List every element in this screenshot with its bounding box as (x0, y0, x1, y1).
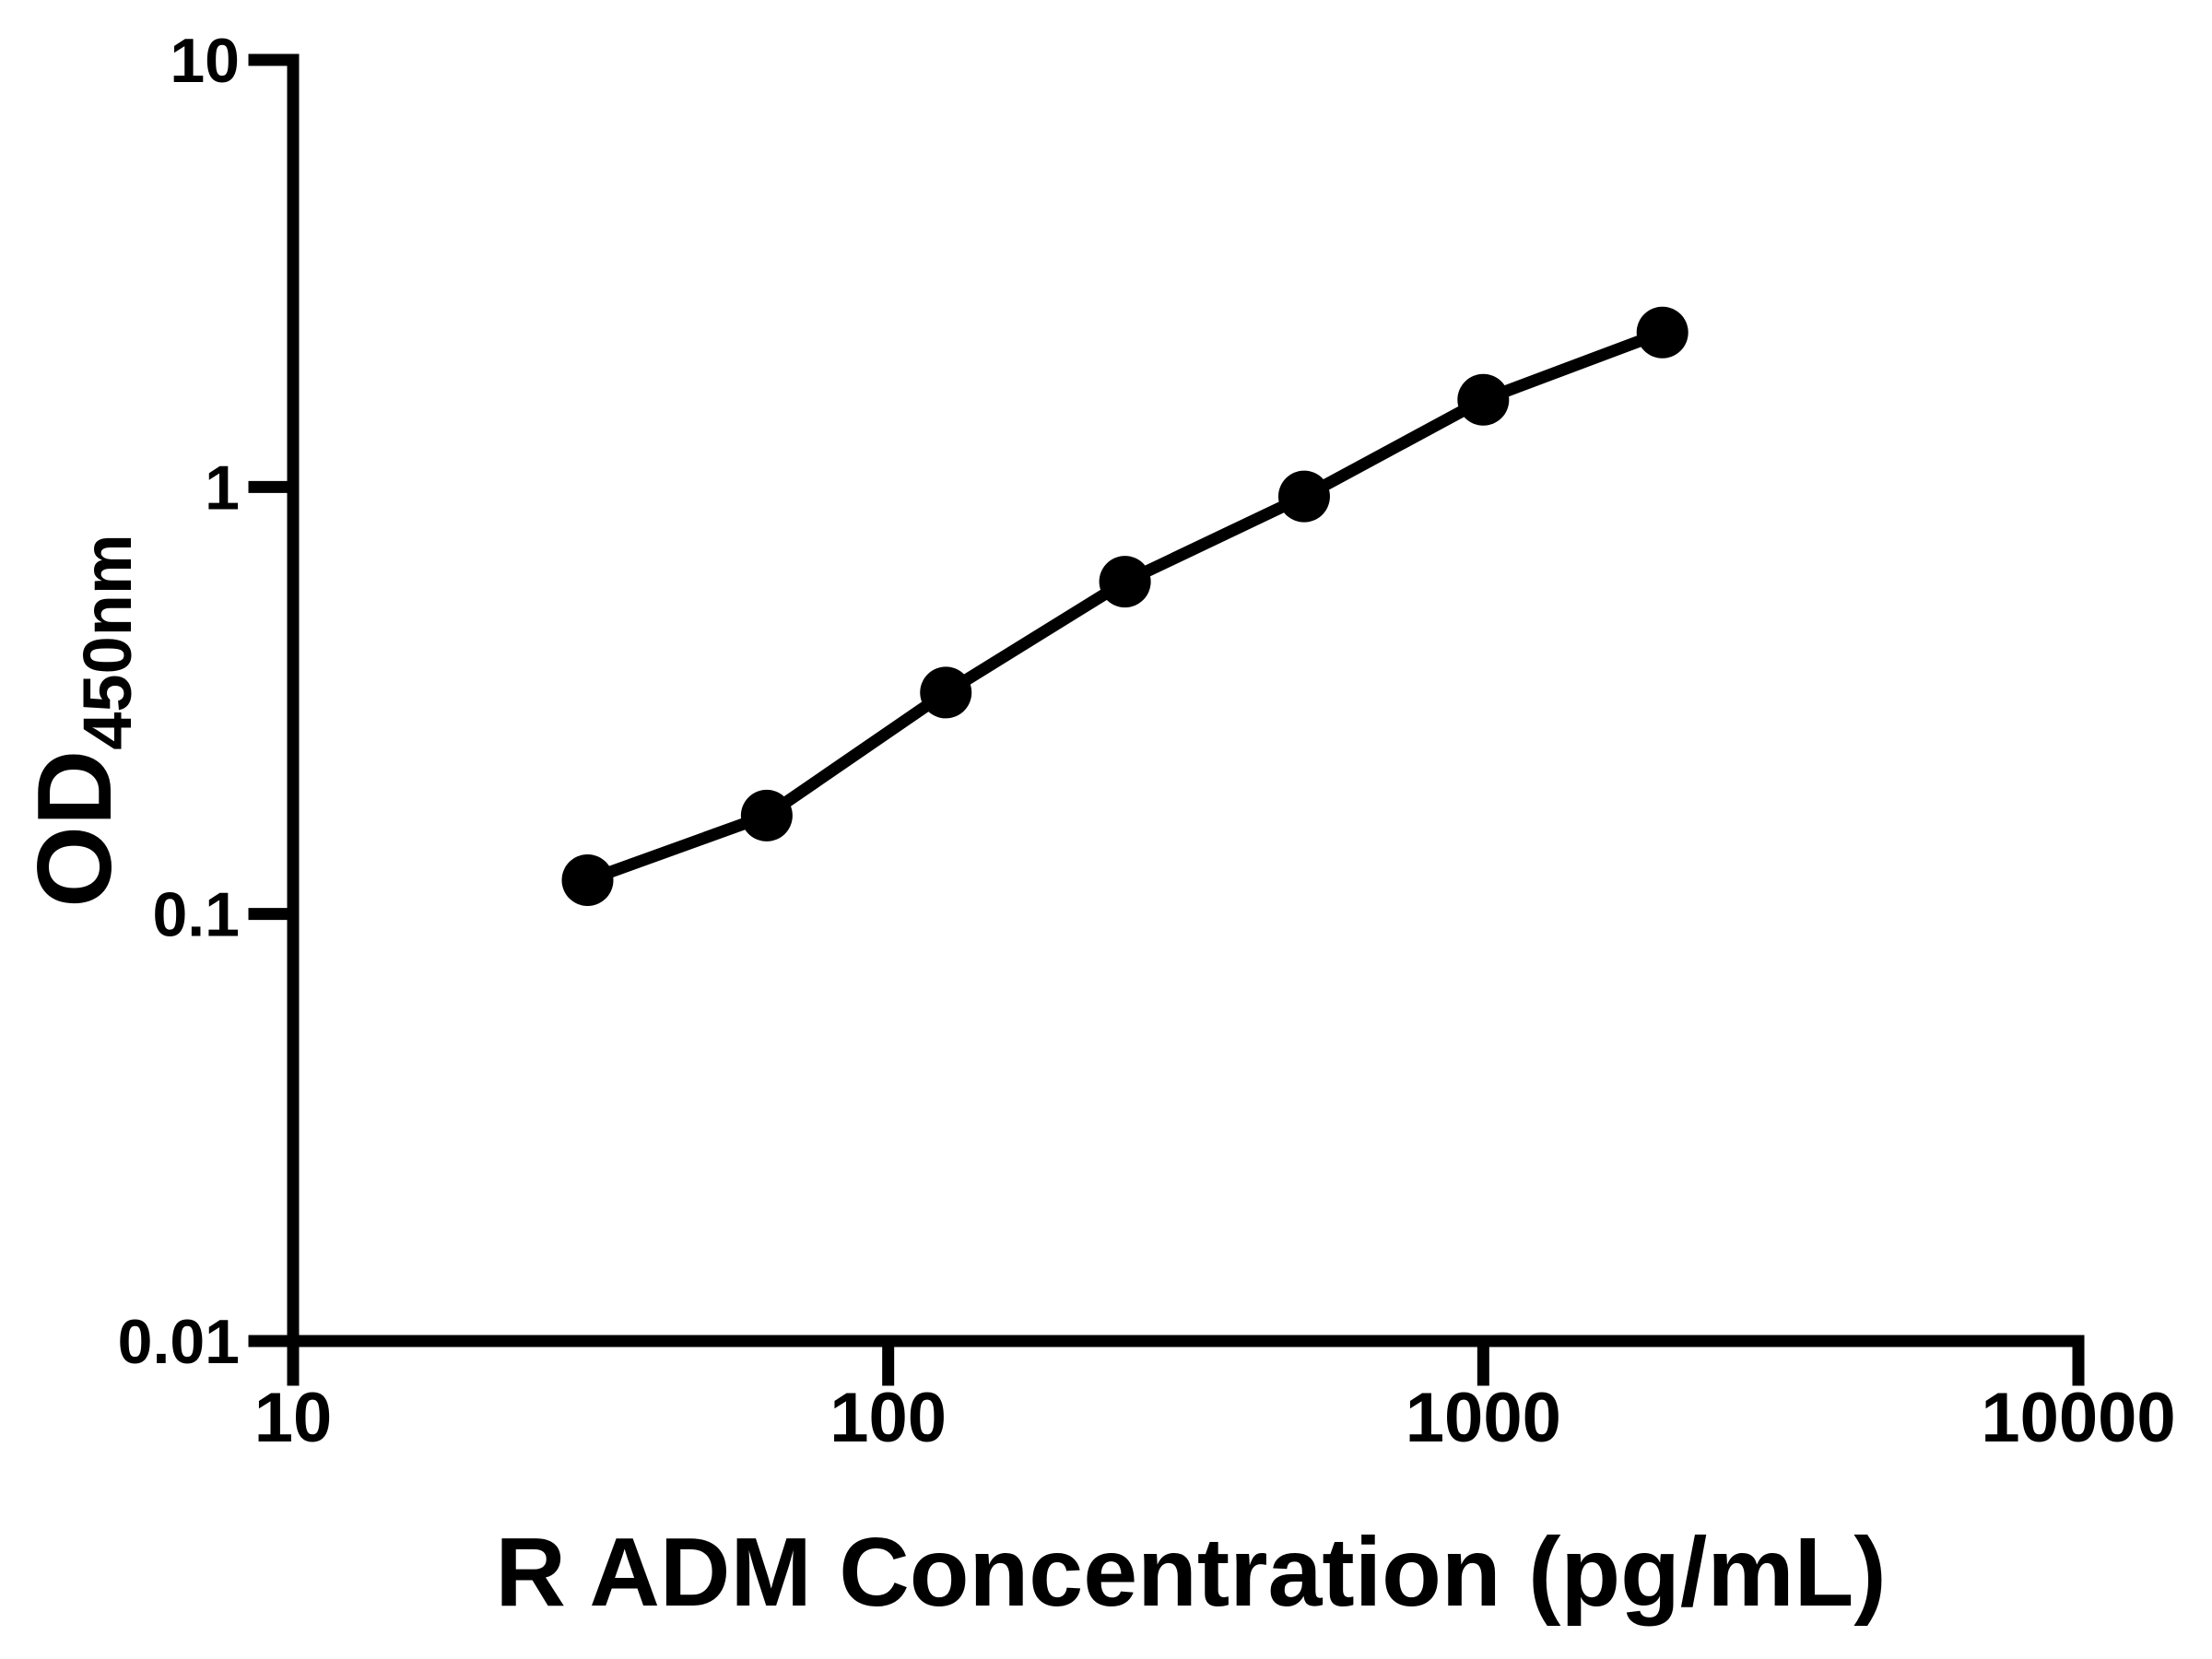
y-tick-label: 0.1 (152, 880, 240, 950)
y-tick-label: 1 (205, 453, 240, 523)
data-point-marker (561, 853, 614, 906)
x-axis-title: R ADM Concentration (pg/mL) (495, 1518, 1886, 1627)
data-point-marker (1099, 556, 1151, 608)
axes-and-tick-marks (248, 53, 2085, 1386)
x-tick-label: 10000 (1981, 1379, 2175, 1457)
y-tick-label: 0.01 (118, 1307, 240, 1377)
x-tick-label: 100 (830, 1379, 947, 1457)
y-axis-title-subscript: 450nm (69, 534, 146, 749)
y-axis-title: OD450nm (17, 534, 146, 907)
x-tick-label: 10 (254, 1379, 333, 1457)
data-point-marker (1457, 373, 1510, 426)
data-point-marker (1277, 470, 1330, 523)
data-point-marker (1636, 306, 1688, 359)
data-point-marker (920, 666, 972, 719)
data-point-marker (740, 789, 793, 841)
y-tick-label: 10 (170, 26, 240, 96)
x-tick-label: 1000 (1406, 1379, 1561, 1457)
y-axis-title-main: OD (17, 750, 134, 908)
